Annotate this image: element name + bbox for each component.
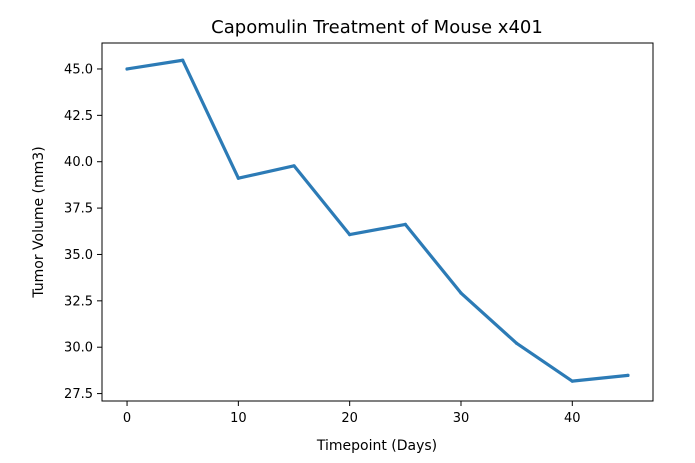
axes-frame bbox=[101, 42, 654, 402]
x-tick-label: 20 bbox=[341, 411, 358, 426]
data-point bbox=[292, 164, 296, 168]
series-layer bbox=[125, 58, 630, 383]
data-point bbox=[515, 341, 519, 345]
x-tick-label: 0 bbox=[123, 411, 131, 426]
y-tick-label: 35.0 bbox=[64, 248, 93, 263]
chart-title: Capomulin Treatment of Mouse x401 bbox=[211, 17, 543, 38]
y-axis-label: Tumor Volume (mm3) bbox=[31, 146, 47, 298]
y-axis: 27.5 30.0 32.5 35.0 37.5 40.0 42.5 45.0 bbox=[64, 62, 102, 402]
y-tick-label: 32.5 bbox=[64, 294, 93, 309]
data-point bbox=[459, 291, 463, 295]
y-tick-label: 40.0 bbox=[64, 155, 93, 170]
x-tick-label: 40 bbox=[564, 411, 581, 426]
data-point bbox=[236, 176, 240, 180]
data-point bbox=[403, 222, 407, 227]
data-point bbox=[570, 379, 574, 383]
y-tick-label: 27.5 bbox=[64, 387, 93, 402]
data-point bbox=[626, 373, 630, 378]
y-tick-label: 37.5 bbox=[64, 202, 93, 217]
y-tick-label: 45.0 bbox=[64, 62, 93, 77]
y-tick-label: 30.0 bbox=[64, 341, 93, 356]
data-point bbox=[125, 67, 129, 71]
x-axis-label: Timepoint (Days) bbox=[316, 438, 437, 454]
x-axis: 0 10 20 30 40 bbox=[123, 401, 581, 426]
plot-area: 0 10 20 30 40 27.5 30.0 32.5 35.0 37.5 40.0 42.5 45… bbox=[64, 42, 654, 426]
data-point bbox=[181, 58, 185, 62]
y-tick-label: 42.5 bbox=[64, 109, 93, 124]
series-line bbox=[125, 58, 630, 383]
x-tick-label: 10 bbox=[230, 411, 247, 426]
data-point bbox=[348, 233, 352, 237]
x-tick-label: 30 bbox=[453, 411, 470, 426]
